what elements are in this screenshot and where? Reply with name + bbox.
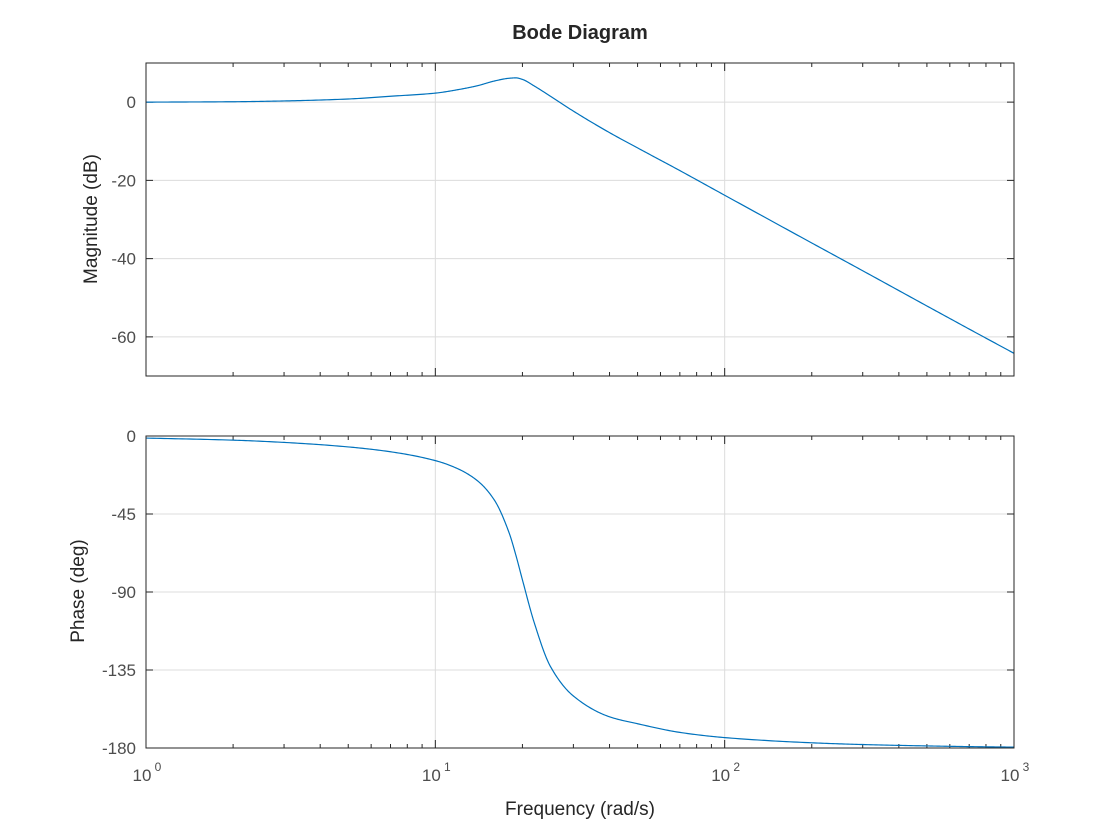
y-axis-label-magnitude: Magnitude (dB) xyxy=(81,154,102,284)
x-tick-exponent: 2 xyxy=(733,760,740,774)
y-tick-label: -45 xyxy=(111,505,136,524)
y-tick-label: -90 xyxy=(111,583,136,602)
y-tick-label: 0 xyxy=(127,427,136,446)
x-tick-label: 10 xyxy=(422,766,441,785)
y-tick-label: -135 xyxy=(102,661,136,680)
magnitude-panel: 0 -20 -40 -60 xyxy=(111,62,1015,377)
phase-axes-frame xyxy=(145,435,1015,749)
x-tick-exponent: 3 xyxy=(1023,760,1030,774)
magnitude-curve xyxy=(145,77,1015,354)
x-axis-label: Frequency (rad/s) xyxy=(505,799,655,820)
y-tick-label: -60 xyxy=(111,328,136,347)
phase-curve xyxy=(145,437,1015,748)
x-tick-exponent: 1 xyxy=(444,760,451,774)
phase-panel: 0 -45 -90 -135 -180 xyxy=(102,427,1015,758)
y-axis-label-phase: Phase (deg) xyxy=(68,539,89,643)
y-tick-label: 0 xyxy=(127,93,136,112)
y-tick-label: -20 xyxy=(111,171,136,190)
y-tick-label: -180 xyxy=(102,739,136,758)
y-tick-label: -40 xyxy=(111,250,136,269)
x-tick-labels: 10 0 10 1 10 2 10 3 xyxy=(133,760,1030,785)
x-tick-exponent: 0 xyxy=(155,760,162,774)
chart-title: Bode Diagram xyxy=(512,22,648,44)
x-tick-label: 10 xyxy=(1001,766,1020,785)
magnitude-axes-frame xyxy=(145,62,1015,377)
x-tick-label: 10 xyxy=(133,766,152,785)
x-tick-label: 10 xyxy=(711,766,730,785)
